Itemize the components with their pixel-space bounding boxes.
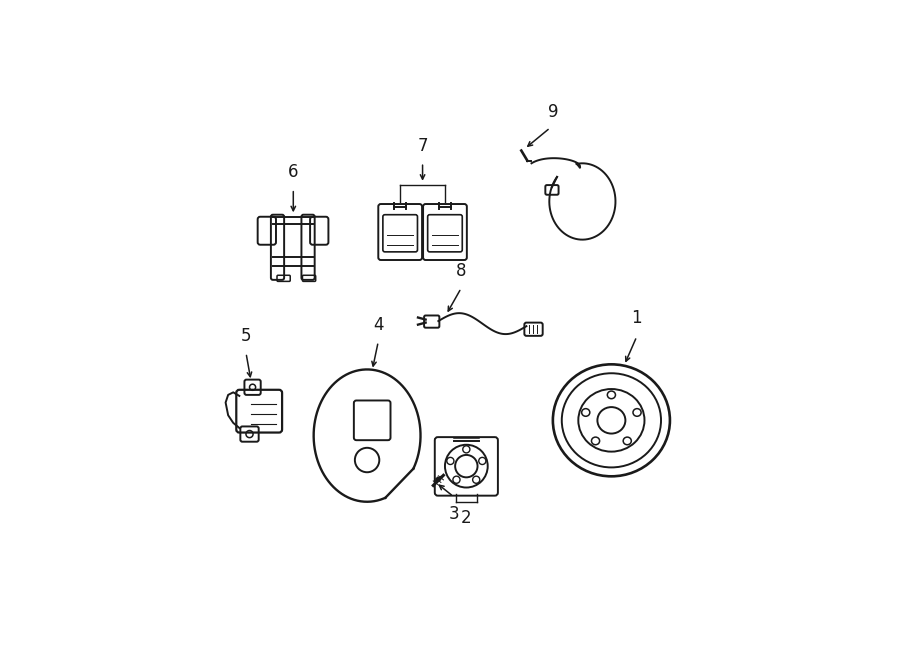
- Text: 8: 8: [456, 262, 466, 280]
- Text: 3: 3: [449, 505, 459, 523]
- Text: 4: 4: [373, 316, 383, 334]
- Text: 1: 1: [632, 309, 643, 327]
- Text: 7: 7: [418, 137, 428, 155]
- Text: 6: 6: [288, 163, 299, 181]
- Text: 5: 5: [240, 327, 251, 345]
- Text: 2: 2: [461, 510, 472, 527]
- Text: 9: 9: [547, 103, 558, 121]
